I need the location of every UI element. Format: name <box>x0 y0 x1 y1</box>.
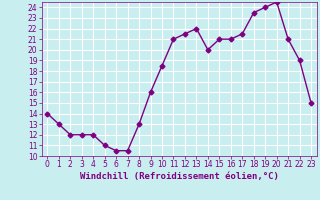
X-axis label: Windchill (Refroidissement éolien,°C): Windchill (Refroidissement éolien,°C) <box>80 172 279 181</box>
